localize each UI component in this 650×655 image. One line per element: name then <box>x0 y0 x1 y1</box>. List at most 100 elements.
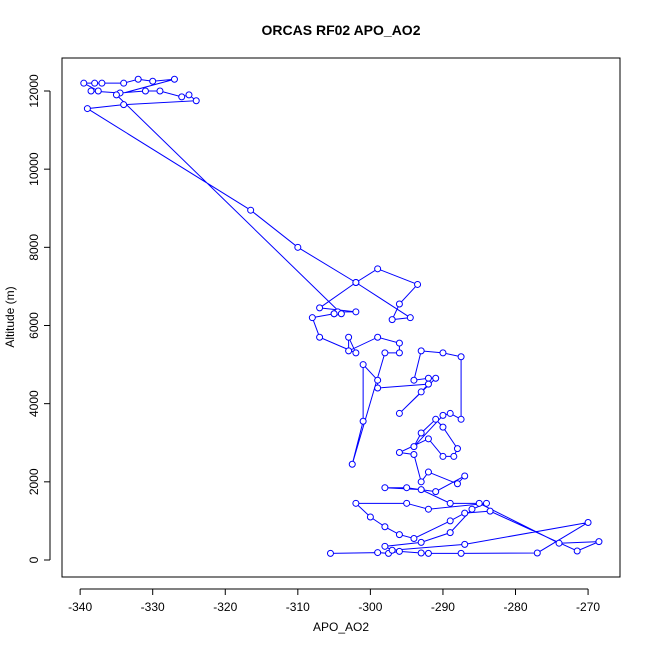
data-point <box>439 349 447 357</box>
data-point <box>417 486 425 494</box>
data-point <box>533 549 541 557</box>
data-point <box>595 538 603 546</box>
data-point <box>417 478 425 486</box>
data-point <box>461 540 469 548</box>
y-tick-label: 8000 <box>27 234 41 261</box>
data-point <box>457 353 465 361</box>
data-point <box>439 452 447 460</box>
y-tick-label: 10000 <box>27 152 41 186</box>
data-point <box>439 423 447 431</box>
data-point <box>388 546 396 554</box>
x-tick-label: -290 <box>431 600 455 614</box>
data-point <box>149 77 157 85</box>
data-point <box>395 349 403 357</box>
data-line <box>83 78 600 554</box>
data-point <box>457 415 465 423</box>
data-point <box>120 79 128 87</box>
data-point <box>410 535 418 543</box>
data-point <box>417 347 425 355</box>
data-point <box>330 310 338 318</box>
x-tick-label: -340 <box>68 600 92 614</box>
data-point <box>403 484 411 492</box>
data-point <box>573 547 581 555</box>
data-point <box>403 499 411 507</box>
data-point <box>178 93 186 101</box>
data-point <box>374 333 382 341</box>
data-point <box>192 97 200 105</box>
x-tick-label: -300 <box>358 600 382 614</box>
data-point <box>345 347 353 355</box>
data-point <box>348 460 356 468</box>
data-point <box>410 450 418 458</box>
data-point <box>247 206 255 214</box>
data-point <box>395 449 403 457</box>
y-tick-label: 0 <box>27 556 41 563</box>
data-point <box>395 547 403 555</box>
data-point <box>395 531 403 539</box>
y-axis-label: Altitude (m) <box>3 286 17 347</box>
data-point <box>432 488 440 496</box>
data-point <box>381 349 389 357</box>
data-point <box>316 333 324 341</box>
data-point <box>359 361 367 369</box>
data-point <box>450 452 458 460</box>
data-point <box>352 308 360 316</box>
data-point <box>468 505 476 513</box>
y-tick-label: 12000 <box>27 74 41 108</box>
data-point <box>555 539 563 547</box>
data-point <box>453 480 461 488</box>
data-point <box>395 409 403 417</box>
data-point <box>395 339 403 347</box>
data-point <box>141 87 149 95</box>
x-axis-label: APO_AO2 <box>313 620 369 634</box>
data-point <box>424 380 432 388</box>
data-point <box>134 75 142 83</box>
data-point <box>439 411 447 419</box>
data-point <box>326 549 334 557</box>
data-point <box>417 549 425 557</box>
x-tick-label: -280 <box>503 600 527 614</box>
data-point <box>352 279 360 287</box>
y-tick-label: 4000 <box>27 390 41 417</box>
x-tick-label: -330 <box>141 600 165 614</box>
data-point <box>308 314 316 322</box>
data-point <box>374 549 382 557</box>
data-point <box>185 91 193 99</box>
data-point <box>352 499 360 507</box>
data-point <box>414 280 422 288</box>
data-point <box>91 79 99 87</box>
data-point <box>94 87 102 95</box>
data-point <box>406 314 414 322</box>
data-point <box>410 376 418 384</box>
data-point <box>98 79 106 87</box>
data-point <box>446 517 454 525</box>
y-tick-label: 6000 <box>27 312 41 339</box>
data-point <box>432 415 440 423</box>
plot-frame <box>61 57 621 578</box>
data-point <box>170 75 178 83</box>
data-point <box>461 472 469 480</box>
data-point <box>120 101 128 109</box>
data-point <box>446 529 454 537</box>
data-point <box>486 507 494 515</box>
data-point <box>381 484 389 492</box>
data-point <box>432 374 440 382</box>
data-point <box>410 443 418 451</box>
data-point <box>366 513 374 521</box>
data-point <box>424 435 432 443</box>
data-point <box>374 265 382 273</box>
data-point <box>453 445 461 453</box>
data-point <box>424 374 432 382</box>
data-point <box>352 349 360 357</box>
y-tick-label: 2000 <box>27 468 41 495</box>
data-point <box>424 549 432 557</box>
x-tick-label: -270 <box>576 600 600 614</box>
data-point <box>374 384 382 392</box>
data-point <box>417 429 425 437</box>
x-tick-label: -310 <box>286 600 310 614</box>
data-point <box>316 304 324 312</box>
data-point <box>112 91 120 99</box>
data-point <box>417 538 425 546</box>
data-point <box>417 388 425 396</box>
